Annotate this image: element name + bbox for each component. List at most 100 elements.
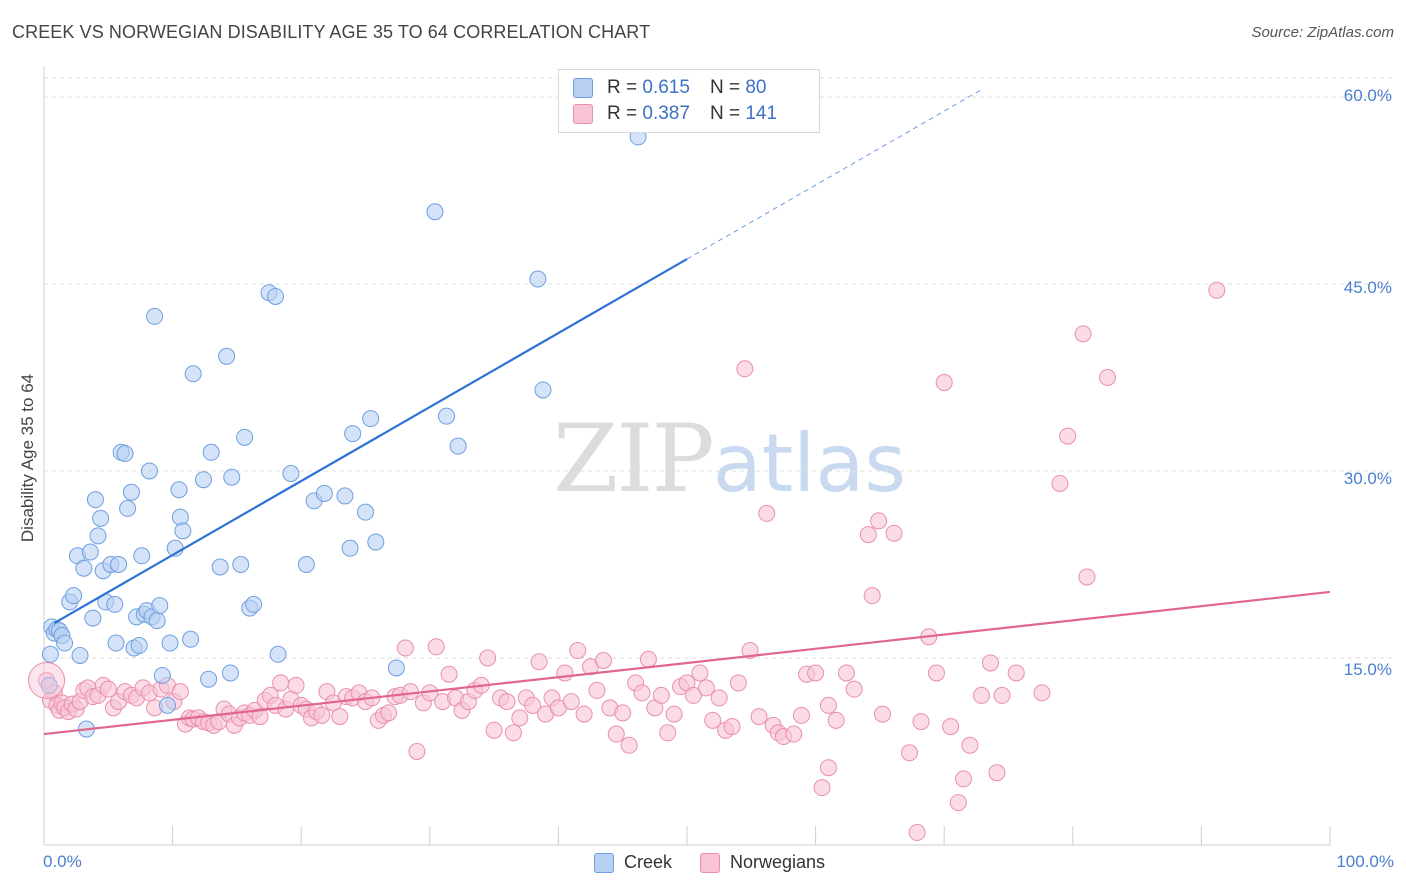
creek-point: [223, 468, 241, 486]
norwegians-point: [633, 684, 651, 702]
creek-trend-line: [53, 258, 688, 625]
norwegians-point: [870, 512, 888, 530]
creek-point: [367, 533, 385, 551]
creek-point: [449, 437, 467, 455]
norwegians-point: [1033, 684, 1051, 702]
norwegians-point: [28, 661, 66, 699]
norwegians-point: [408, 743, 426, 760]
creek-point: [236, 428, 254, 446]
creek-point: [92, 509, 110, 527]
creek-point: [438, 407, 456, 425]
norwegians-point: [1059, 427, 1077, 445]
creek-point: [106, 595, 124, 613]
norwegians-point: [251, 708, 269, 726]
y-tick-label-30: 30.0%: [1343, 469, 1392, 488]
norwegians-n-value: 141: [745, 103, 778, 124]
creek-point: [341, 539, 359, 557]
creek-point: [200, 670, 218, 688]
norwegians-point: [988, 764, 1006, 782]
norwegians-trend-line: [43, 590, 1331, 736]
creek-point: [75, 559, 93, 577]
creek-point: [387, 659, 405, 677]
creek-point: [194, 471, 212, 489]
norwegians-r-value: 0.387: [642, 103, 690, 124]
y-tick-label-45: 45.0%: [1343, 278, 1392, 297]
norwegians-point: [813, 779, 831, 797]
creek-point: [218, 347, 236, 365]
creek-point: [245, 595, 263, 613]
creek-point: [529, 270, 547, 288]
creek-point: [148, 612, 166, 630]
norwegians-point: [1007, 664, 1025, 682]
norwegians-point: [885, 524, 903, 542]
creek-point: [232, 556, 250, 573]
creek-point: [153, 666, 171, 684]
norwegians-point: [949, 794, 967, 812]
creek-point: [116, 445, 134, 463]
legend-norwegians-swatch: [700, 852, 721, 873]
norwegians-n-label: N =: [709, 103, 741, 124]
norwegians-point: [331, 708, 349, 726]
norwegians-point: [524, 696, 542, 714]
creek-n-value: 80: [745, 77, 767, 98]
norwegians-point: [556, 664, 574, 682]
norwegians-point: [588, 681, 606, 699]
norwegians-point: [935, 373, 953, 391]
creek-point: [202, 443, 220, 461]
norwegians-point: [729, 674, 747, 692]
creek-point: [122, 483, 140, 501]
creek-point: [71, 647, 89, 665]
creek-point: [357, 503, 374, 521]
chart-title: CREEK VS NORWEGIAN DISABILITY AGE 35 TO …: [12, 22, 651, 42]
norwegians-point: [479, 649, 497, 667]
norwegians-swatch: [573, 104, 593, 124]
creek-point: [86, 491, 104, 509]
creek-point: [297, 556, 315, 573]
norwegians-point: [807, 664, 825, 682]
creek-point: [344, 425, 362, 443]
norwegians-point: [1208, 281, 1226, 299]
norwegians-point: [652, 686, 670, 704]
norwegians-point: [594, 651, 612, 669]
norwegians-point: [954, 770, 972, 788]
norwegians-point: [665, 705, 683, 723]
norwegians-point: [827, 711, 845, 729]
creek-point: [107, 634, 125, 652]
norwegians-point: [993, 686, 1011, 704]
source-label: Source: ZipAtlas.com: [1251, 24, 1394, 41]
norwegians-point: [620, 736, 638, 754]
norwegians-point: [614, 704, 632, 722]
norwegians-point: [873, 705, 891, 723]
norwegians-point: [736, 360, 754, 378]
norwegians-point: [427, 638, 445, 656]
norwegians-point: [440, 665, 458, 683]
norwegians-point: [659, 724, 677, 742]
stats-legend: R = 0.615 N = 80 R = 0.387 N = 141: [558, 69, 820, 133]
norwegians-point: [691, 664, 709, 682]
norwegians-point: [504, 724, 522, 742]
norwegians-point: [942, 718, 960, 736]
norwegians-point: [607, 725, 625, 743]
legend-row-creek: R = 0.615 N = 80: [573, 75, 766, 101]
creek-point: [81, 543, 99, 561]
norwegians-point: [684, 686, 702, 704]
norwegians-point: [723, 718, 741, 736]
creek-point: [41, 645, 59, 663]
norwegians-point: [530, 653, 548, 671]
norwegians-point: [396, 639, 414, 657]
creek-r-label: R =: [607, 77, 638, 98]
legend-creek-label: Creek: [624, 852, 673, 872]
norwegians-point: [972, 686, 990, 704]
creek-point: [133, 547, 151, 565]
creek-point: [282, 464, 300, 482]
creek-point: [119, 499, 137, 517]
norwegians-point: [961, 736, 979, 754]
norwegians-point: [908, 824, 926, 842]
watermark: ZIPatlas: [553, 405, 906, 514]
norwegians-point: [1078, 568, 1096, 586]
norwegians-point: [402, 683, 420, 701]
norwegians-point: [704, 711, 722, 729]
creek-point: [140, 462, 158, 480]
norwegians-point: [819, 759, 837, 777]
